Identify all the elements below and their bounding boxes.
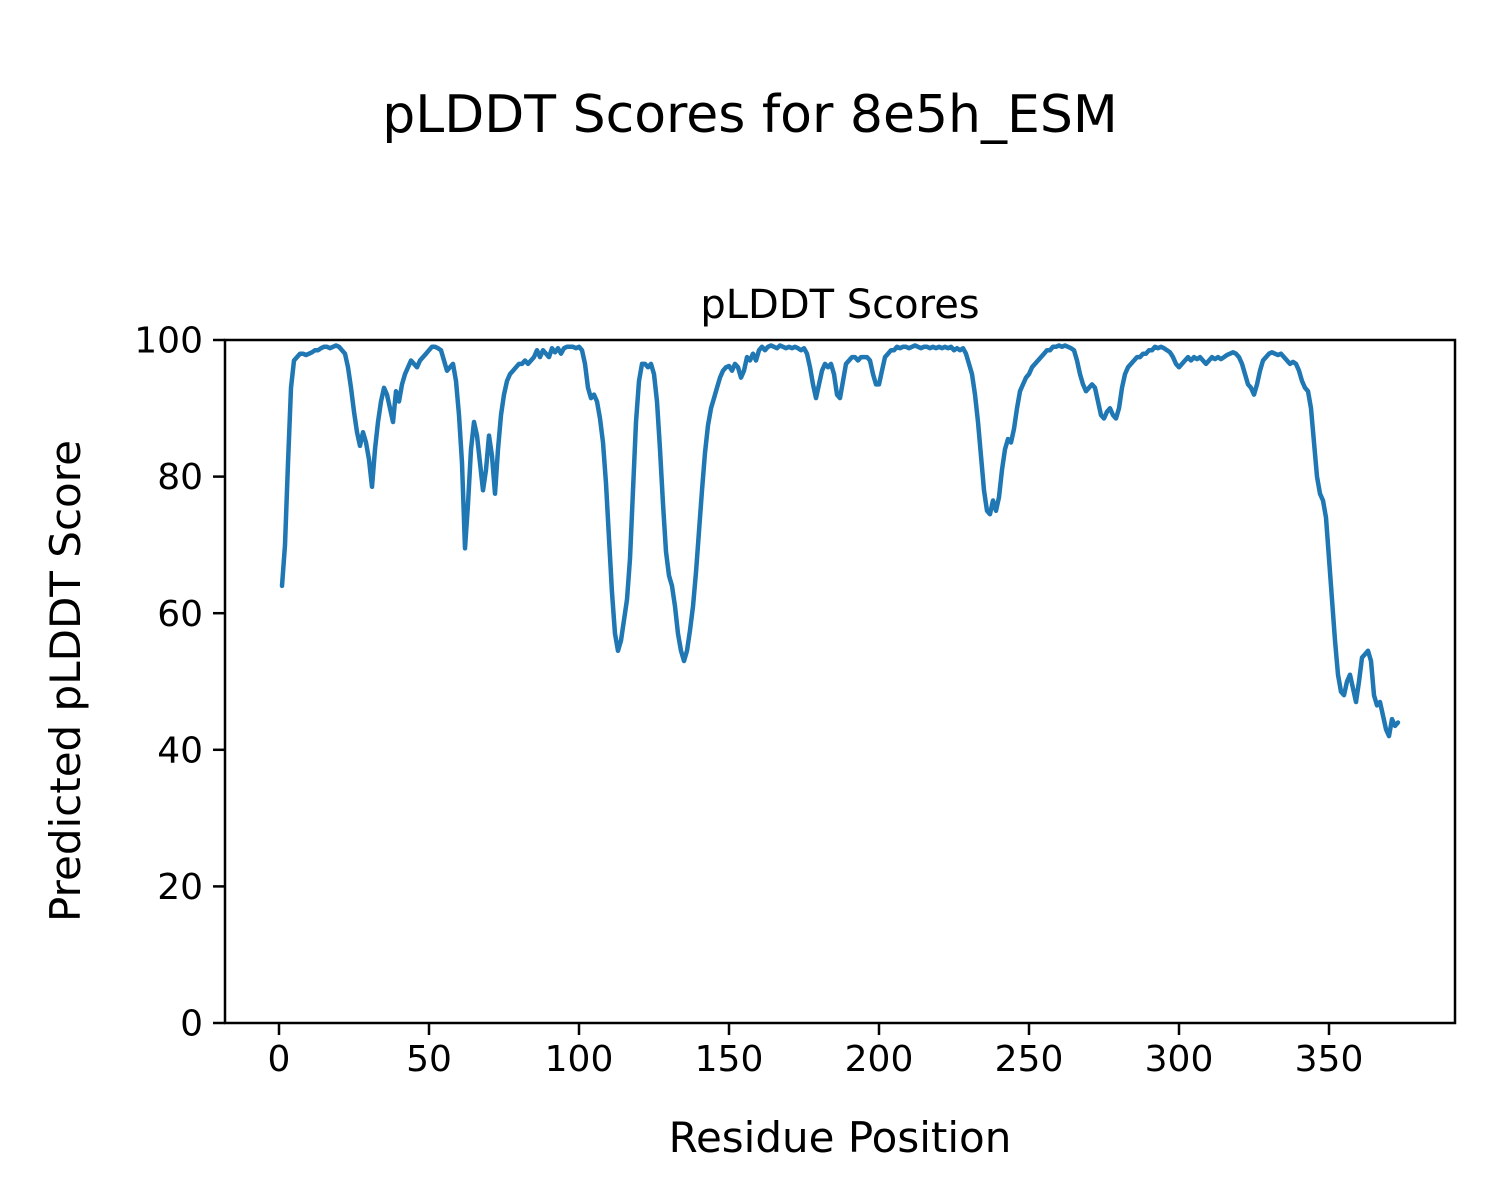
y-tick-label: 0: [180, 1004, 203, 1045]
plddt-line: [279, 343, 1401, 739]
x-axis-label: Residue Position: [669, 1113, 1012, 1162]
y-axis-ticks: 0 20 40 60 80 100: [134, 321, 225, 1045]
x-tick-label: 0: [268, 1039, 291, 1080]
x-tick-label: 100: [545, 1039, 614, 1080]
x-tick-label: 250: [995, 1039, 1064, 1080]
x-tick-label: 150: [695, 1039, 764, 1080]
plot-frame: [223, 338, 1457, 1025]
y-tick-label: 80: [157, 457, 203, 498]
y-tick-label: 60: [157, 594, 203, 635]
x-tick-label: 350: [1295, 1039, 1364, 1080]
x-axis-ticks: 0 50 100 150 200 250 300 350: [268, 1023, 1364, 1080]
x-tick-label: 200: [845, 1039, 914, 1080]
figure-suptitle: pLDDT Scores for 8e5h_ESM: [382, 85, 1118, 145]
y-tick-label: 40: [157, 730, 203, 771]
y-tick-label: 100: [134, 321, 203, 362]
y-axis-label: Predicted pLDDT Score: [41, 440, 90, 922]
axes-title: pLDDT Scores: [700, 282, 979, 328]
x-tick-label: 300: [1145, 1039, 1214, 1080]
x-tick-label: 50: [406, 1039, 452, 1080]
y-tick-label: 20: [157, 867, 203, 908]
